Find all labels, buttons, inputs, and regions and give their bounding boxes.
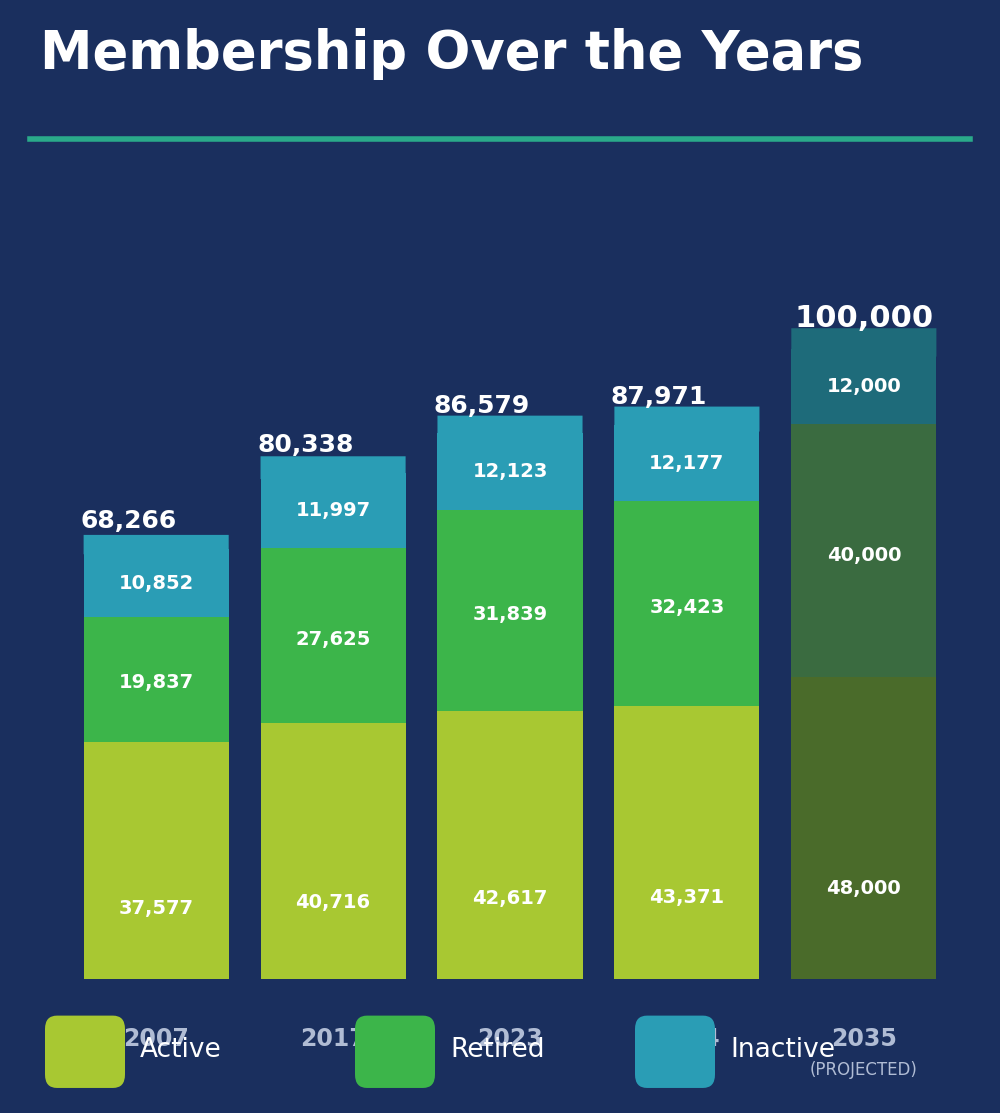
- Text: 43,371: 43,371: [649, 888, 724, 907]
- Text: 19,837: 19,837: [119, 673, 194, 692]
- Text: Active: Active: [140, 1036, 222, 1063]
- FancyBboxPatch shape: [84, 535, 229, 554]
- FancyBboxPatch shape: [437, 415, 583, 441]
- Text: 86,579: 86,579: [434, 394, 530, 417]
- Text: 27,625: 27,625: [295, 630, 371, 649]
- FancyBboxPatch shape: [614, 406, 759, 432]
- Text: 42,617: 42,617: [472, 889, 548, 908]
- Bar: [84, 549, 229, 618]
- Text: 40,000: 40,000: [827, 546, 901, 565]
- Bar: [437, 510, 583, 711]
- Text: 2017: 2017: [300, 1026, 366, 1051]
- Bar: [614, 424, 759, 502]
- Text: Inactive: Inactive: [730, 1036, 835, 1063]
- Text: Membership Over the Years: Membership Over the Years: [40, 28, 863, 80]
- Text: 48,000: 48,000: [826, 879, 901, 898]
- Text: (PROJECTED): (PROJECTED): [810, 1062, 918, 1080]
- Text: 11,997: 11,997: [296, 501, 371, 520]
- FancyBboxPatch shape: [791, 328, 936, 356]
- Text: 12,123: 12,123: [472, 462, 548, 481]
- Text: 2035: 2035: [831, 1026, 897, 1051]
- Text: 12,177: 12,177: [649, 453, 725, 473]
- Text: 10,852: 10,852: [119, 573, 194, 592]
- Bar: [791, 424, 936, 677]
- Text: 2024: 2024: [654, 1026, 720, 1051]
- Bar: [261, 722, 406, 979]
- Text: 32,423: 32,423: [649, 599, 725, 618]
- Bar: [791, 348, 936, 424]
- Text: Retired: Retired: [450, 1036, 544, 1063]
- Text: 87,971: 87,971: [611, 385, 707, 408]
- Bar: [614, 706, 759, 979]
- Text: 2023: 2023: [477, 1026, 543, 1051]
- Bar: [84, 618, 229, 742]
- Text: 40,716: 40,716: [296, 893, 371, 912]
- Bar: [791, 677, 936, 979]
- Bar: [261, 549, 406, 722]
- Text: 31,839: 31,839: [472, 604, 548, 623]
- Bar: [84, 742, 229, 979]
- FancyBboxPatch shape: [261, 456, 406, 479]
- Bar: [437, 433, 583, 510]
- Text: 100,000: 100,000: [794, 304, 933, 333]
- Bar: [261, 473, 406, 549]
- Bar: [614, 502, 759, 706]
- Text: 2007: 2007: [123, 1026, 189, 1051]
- Text: 80,338: 80,338: [257, 433, 353, 457]
- Text: 12,000: 12,000: [826, 377, 901, 396]
- Text: 37,577: 37,577: [119, 899, 194, 918]
- Bar: [437, 711, 583, 979]
- Text: 68,266: 68,266: [80, 509, 176, 533]
